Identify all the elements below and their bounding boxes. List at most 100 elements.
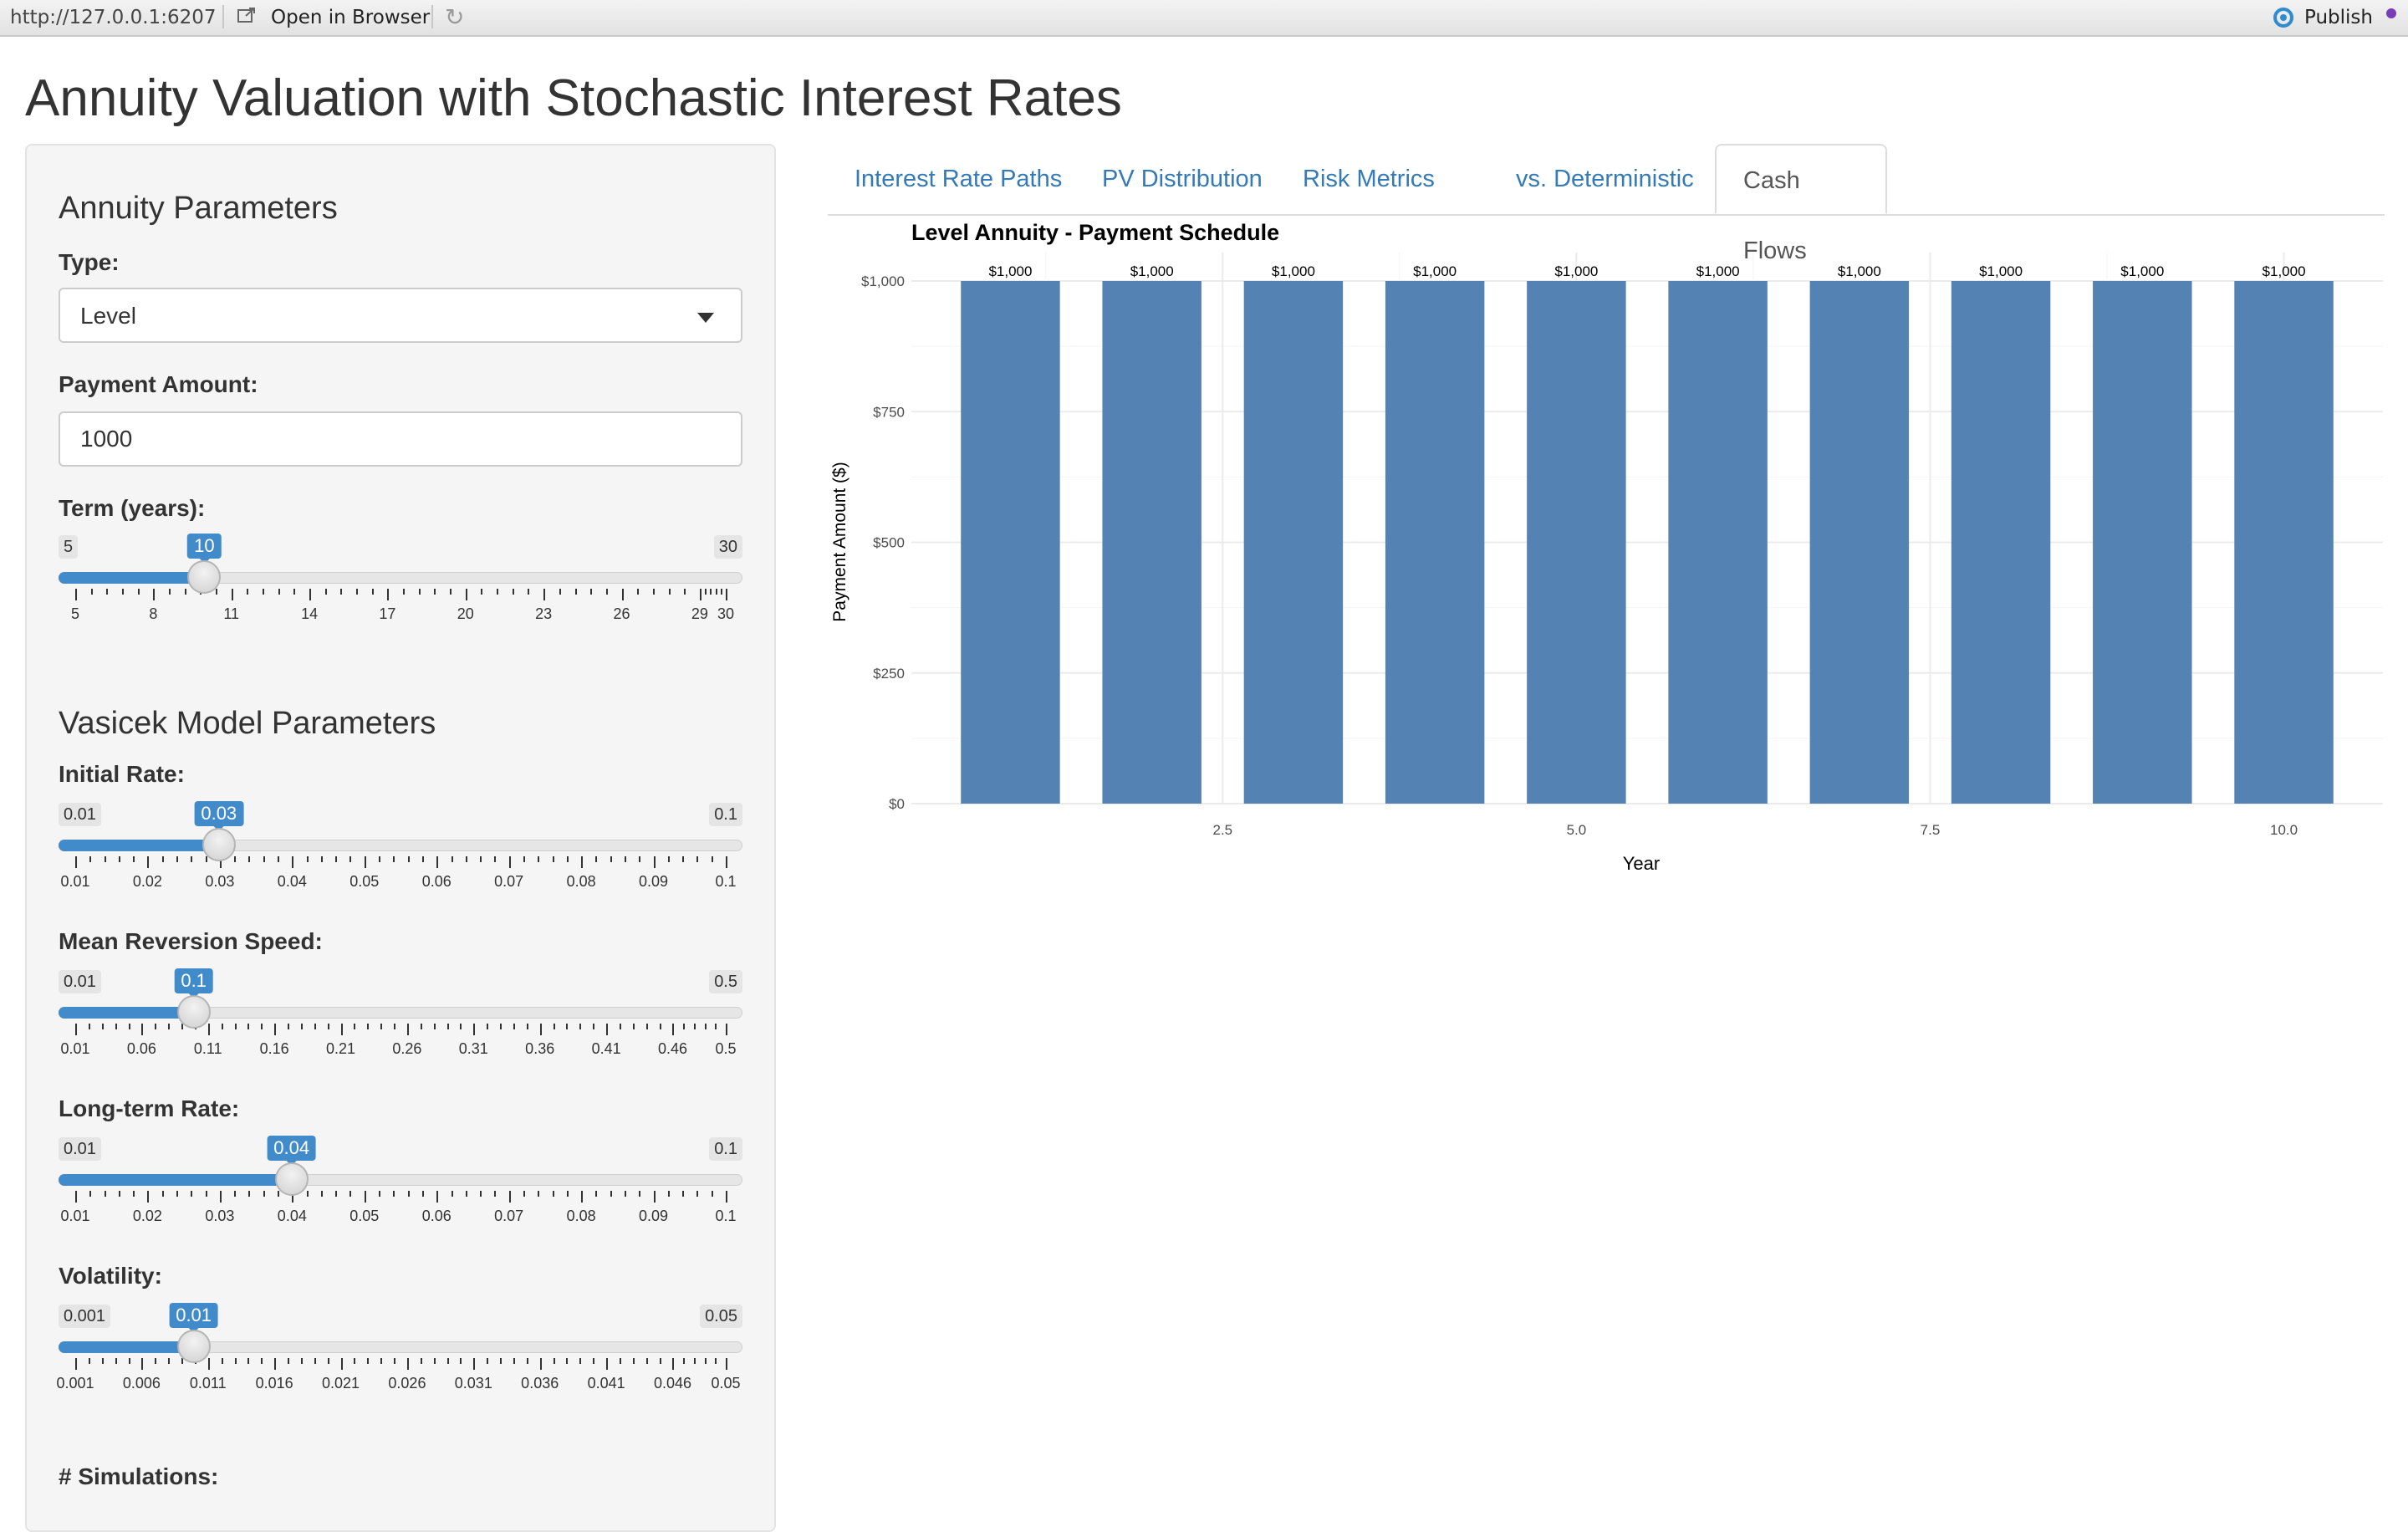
- open-in-browser-icon[interactable]: [237, 8, 256, 24]
- slider-tick: [219, 1191, 222, 1203]
- slider-tick-label: 0.04: [277, 1208, 307, 1224]
- slider-minor-tick: [624, 856, 626, 862]
- slider-tick: [406, 1024, 409, 1035]
- slider-minor-tick: [526, 1358, 528, 1364]
- slider-min-label: 0.01: [59, 970, 101, 993]
- slider-tick-label: 0.06: [421, 873, 452, 890]
- slider-minor-tick: [683, 1358, 686, 1364]
- slider-minor-tick: [645, 1024, 648, 1029]
- slider-value-label: 0.03: [194, 801, 244, 831]
- slider-minor-tick: [161, 1191, 164, 1197]
- slider-minor-tick: [667, 856, 670, 862]
- slider-handle[interactable]: [176, 995, 211, 1029]
- slider-tick: [141, 1024, 144, 1035]
- slider-minor-tick: [168, 1024, 171, 1029]
- slider-tick: [147, 1191, 150, 1203]
- slider-minor-tick: [639, 856, 641, 862]
- slider-tick: [726, 1191, 727, 1203]
- slider-tick-label: 0.04: [277, 873, 307, 890]
- slider-minor-tick: [327, 1358, 329, 1364]
- slider-tick: [726, 1024, 727, 1035]
- slider-minor-tick: [632, 1358, 635, 1364]
- slider-minor-tick: [682, 856, 685, 862]
- slider-minor-tick: [711, 1191, 713, 1197]
- slider-tick: [473, 1024, 476, 1035]
- slider-minor-tick: [465, 1191, 467, 1197]
- slider-tick: [726, 1358, 727, 1370]
- tab-interest-rate-paths[interactable]: Interest Rate Paths: [855, 166, 1063, 192]
- slider-minor-tick: [88, 1024, 90, 1029]
- slider-minor-tick: [263, 589, 265, 595]
- bar-data-label: $1,000: [1272, 263, 1315, 279]
- slider-minor-tick: [451, 1191, 453, 1197]
- slider-tick-label: 0.05: [349, 1208, 380, 1224]
- slider-fill: [59, 1007, 194, 1019]
- slider-minor-tick: [340, 589, 343, 595]
- tab-risk-metrics[interactable]: Risk Metrics: [1303, 166, 1435, 192]
- slider-tick-label: 0.011: [189, 1375, 227, 1392]
- chart-title: Level Annuity - Payment Schedule: [911, 220, 1279, 245]
- slider-minor-tick: [637, 589, 640, 595]
- long-term-rate-slider[interactable]: 0.01 0.1 0.04 0.01 0.02 0.03 0.04 0.05 0.06 0.07 0…: [59, 1136, 742, 1238]
- initial-rate-label: Initial Rate:: [59, 761, 185, 787]
- slider-handle[interactable]: [274, 1162, 309, 1196]
- slider-minor-tick: [221, 1358, 223, 1364]
- url-text[interactable]: http://127.0.0.1:6207: [10, 7, 217, 28]
- slider-value-label: 0.1: [174, 968, 213, 998]
- slider-tick: [672, 1358, 675, 1370]
- open-in-browser-button[interactable]: Open in Browser: [271, 7, 431, 28]
- refresh-icon[interactable]: ↻: [445, 3, 465, 31]
- slider-minor-tick: [101, 1358, 104, 1364]
- slider-handle[interactable]: [202, 828, 236, 861]
- slider-tick: [539, 1358, 542, 1370]
- tab-cash-flows[interactable]: Cash Flows: [1715, 144, 1887, 264]
- bar-year-7: [1809, 281, 1910, 804]
- slider-minor-tick: [288, 1024, 290, 1029]
- publish-icon[interactable]: [2269, 5, 2298, 30]
- slider-minor-tick: [682, 1191, 685, 1197]
- bar-year-5: [1527, 281, 1626, 804]
- slider-tick-label: 0.001: [56, 1375, 94, 1392]
- publish-button[interactable]: Publish: [2304, 7, 2373, 28]
- slider-tick: [207, 1024, 210, 1035]
- slider-minor-tick: [278, 856, 280, 862]
- slider-tick: [653, 1191, 656, 1203]
- initial-rate-slider[interactable]: 0.01 0.1 0.03 0.01 0.02 0.03 0.04 0.05 0.06 0.07 0…: [59, 801, 742, 903]
- tab-vs-deterministic[interactable]: vs. Deterministic: [1516, 166, 1694, 192]
- payment-amount-input[interactable]: [59, 411, 742, 467]
- slider-minor-tick: [133, 1191, 135, 1197]
- publish-menu-icon[interactable]: [2386, 8, 2396, 18]
- y-tick-label: $750: [873, 404, 905, 420]
- slider-handle[interactable]: [176, 1330, 211, 1363]
- mean-reversion-slider[interactable]: 0.01 0.5 0.1 0.01 0.06 0.11 0.16 0.21 0.26 0.31 0.…: [59, 968, 742, 1070]
- slider-handle[interactable]: [187, 560, 222, 594]
- slider-minor-tick: [118, 856, 120, 862]
- slider-tick: [508, 1191, 511, 1203]
- tab-bar: Interest Rate Paths PV Distribution Risk M…: [828, 144, 2385, 264]
- slider-minor-tick: [624, 1191, 626, 1197]
- tab-pv-distribution[interactable]: PV Distribution: [1102, 166, 1263, 192]
- slider-tick: [436, 856, 439, 868]
- cash-flows-chart: Level Annuity - Payment Schedule $1,000 $…: [830, 220, 2383, 874]
- slider-tick: [606, 1358, 609, 1370]
- slider-minor-tick: [234, 1024, 237, 1029]
- y-tick-label: $1,000: [861, 273, 905, 289]
- slider-tick-label: 0.046: [653, 1375, 692, 1392]
- type-select[interactable]: Level: [59, 288, 742, 343]
- y-axis-ticks: $0 $250 $500 $750 $1,000: [861, 273, 905, 812]
- volatility-slider[interactable]: 0.001 0.05 0.01 0.001 0.006 0.011 0.016 0.021 0.…: [56, 1303, 742, 1405]
- slider-minor-tick: [128, 1024, 130, 1029]
- slider-tick-label: 0.036: [521, 1375, 559, 1392]
- bar-data-label: $1,000: [1554, 263, 1598, 279]
- slider-minor-tick: [101, 1024, 104, 1029]
- slider-tick-label: 0.26: [392, 1040, 422, 1057]
- bar-year-10: [2234, 281, 2334, 804]
- slider-tick: [473, 1358, 476, 1370]
- slider-minor-tick: [191, 856, 193, 862]
- slider-minor-tick: [566, 1358, 569, 1364]
- slider-tick-label: 0.41: [591, 1040, 621, 1057]
- slider-minor-tick: [403, 589, 406, 595]
- slider-minor-tick: [494, 1191, 497, 1197]
- slider-minor-tick: [335, 856, 338, 862]
- term-slider[interactable]: 5 30 10 5 8 11 14 17 20 23 26 29 30: [59, 534, 742, 636]
